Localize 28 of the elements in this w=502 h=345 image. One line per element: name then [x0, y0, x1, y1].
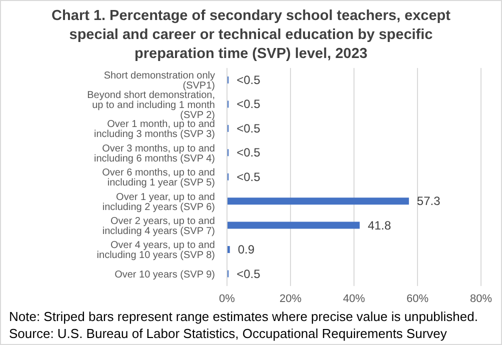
data-label: <0.5: [236, 97, 261, 112]
bar: [227, 198, 409, 205]
x-tick-label: 40%: [342, 292, 366, 305]
y-tick-label: Short demonstration only (SVP1): [104, 70, 215, 92]
y-tick-label: Beyond short demonstration, up to and including 1 month (SVP 2): [87, 90, 215, 121]
y-tick-label: Over 10 years (SVP 9): [114, 269, 215, 280]
x-tick-label: 20%: [279, 292, 302, 305]
y-tick-label: Over 4 years, up to and including 10 years (SVP 8): [96, 240, 215, 262]
data-label: 0.9: [238, 242, 255, 257]
y-tick-label: Over 1 year, up to and including 2 years (SVP 6): [102, 192, 215, 213]
y-tick-label: Over 1 month, up to and including 3 months (SVP 3): [94, 119, 215, 140]
x-tick-label: 80%: [470, 292, 492, 305]
y-tick-label: Over 6 months, up to and including 1 year (SVP 5): [102, 168, 215, 189]
x-tick-label: 0%: [219, 292, 236, 305]
text: Note: Striped bars represent range estimates where precise value is unpublished.: [9, 308, 479, 325]
x-tick-label: 60%: [406, 292, 429, 305]
data-label: <0.5: [236, 72, 261, 87]
data-label: <0.5: [236, 170, 261, 184]
data-label: <0.5: [236, 266, 261, 281]
y-tick-label: Over 3 months, up to and including 6 months (SVP 4): [94, 143, 215, 164]
data-label: 57.3: [416, 194, 441, 208]
source-note: Source: U.S. Bureau of Labor Statistics, Occupational Requirements Survey: [9, 325, 448, 342]
data-label: <0.5: [236, 146, 261, 160]
data-label: <0.5: [236, 121, 261, 136]
y-tick-label: Over 2 years, up to and including 4 years (SVP 7): [102, 216, 215, 237]
bar: [227, 222, 360, 229]
chart-title: Chart 1. Percentage of secondary school teachers, except special and career or technical education by specific preparation time (SVP) level, 2023: [50, 7, 452, 64]
data-label: 41.8: [368, 218, 392, 232]
